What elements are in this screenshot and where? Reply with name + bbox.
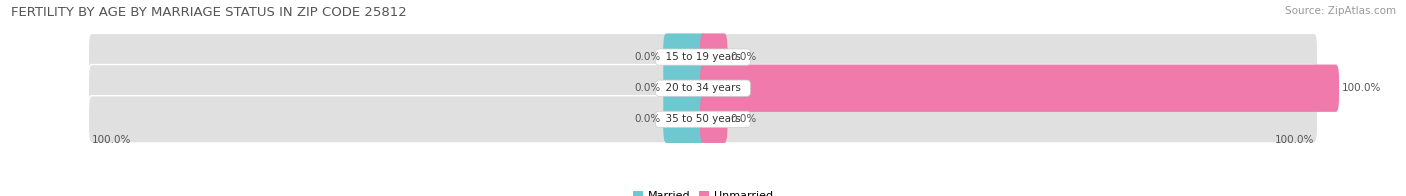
FancyBboxPatch shape	[664, 96, 706, 143]
FancyBboxPatch shape	[89, 96, 1317, 143]
FancyBboxPatch shape	[664, 33, 706, 81]
Legend: Married, Unmarried: Married, Unmarried	[633, 191, 773, 196]
Text: 100.0%: 100.0%	[1343, 83, 1382, 93]
Text: Source: ZipAtlas.com: Source: ZipAtlas.com	[1285, 6, 1396, 16]
Text: 0.0%: 0.0%	[634, 52, 661, 62]
Text: 0.0%: 0.0%	[731, 114, 756, 124]
FancyBboxPatch shape	[700, 96, 727, 143]
Text: 100.0%: 100.0%	[91, 135, 131, 145]
FancyBboxPatch shape	[700, 33, 727, 81]
FancyBboxPatch shape	[664, 64, 706, 112]
FancyBboxPatch shape	[89, 64, 1317, 112]
Text: 35 to 50 years: 35 to 50 years	[659, 114, 747, 124]
Text: 0.0%: 0.0%	[634, 114, 661, 124]
Text: 15 to 19 years: 15 to 19 years	[659, 52, 747, 62]
Text: FERTILITY BY AGE BY MARRIAGE STATUS IN ZIP CODE 25812: FERTILITY BY AGE BY MARRIAGE STATUS IN Z…	[11, 6, 406, 19]
Text: 20 to 34 years: 20 to 34 years	[659, 83, 747, 93]
Text: 100.0%: 100.0%	[1275, 135, 1315, 145]
Text: 0.0%: 0.0%	[634, 83, 661, 93]
FancyBboxPatch shape	[700, 64, 1339, 112]
Text: 0.0%: 0.0%	[731, 52, 756, 62]
FancyBboxPatch shape	[89, 33, 1317, 81]
